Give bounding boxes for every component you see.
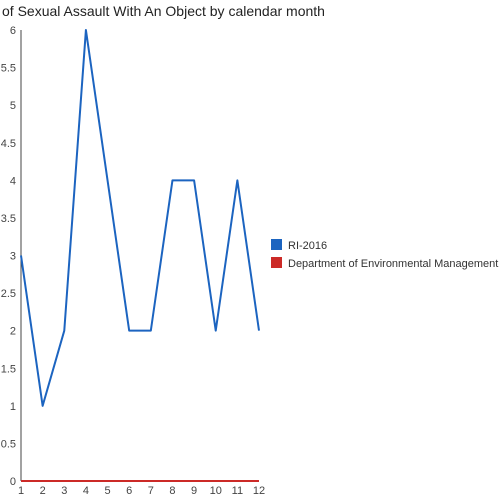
data-point: [63, 480, 65, 482]
data-point: [193, 179, 195, 181]
x-tick-label: 5: [104, 485, 110, 497]
y-axis-ticks: 0 0.5 1 1.5 2 2.5 3 3.5 4 4.5 5 5.5 6: [1, 25, 16, 488]
data-point: [236, 480, 238, 482]
data-point: [258, 480, 260, 482]
series-line-1: [20, 29, 260, 407]
y-tick-label: 1: [10, 401, 16, 413]
x-axis-ticks: 1 2 3 4 5 6 7 8 9 10 11 12: [18, 485, 265, 497]
chart-title: of Sexual Assault With An Object by cale…: [2, 3, 325, 19]
legend-swatch: [271, 239, 282, 250]
data-point: [193, 480, 195, 482]
data-point: [20, 480, 22, 482]
data-point: [85, 29, 87, 31]
data-point: [20, 255, 22, 257]
data-point: [128, 330, 130, 332]
y-tick-label: 0.5: [1, 438, 16, 450]
data-point: [258, 330, 260, 332]
legend-swatch: [271, 257, 282, 268]
legend-label: Department of Environmental Management: [288, 258, 498, 270]
x-tick-label: 10: [210, 485, 222, 497]
x-tick-label: 12: [253, 485, 265, 497]
series-lines: [20, 29, 260, 482]
y-tick-label: 3.5: [1, 213, 16, 225]
x-tick-label: 11: [232, 485, 243, 497]
y-tick-label: 5.5: [1, 63, 16, 75]
data-point: [42, 480, 44, 482]
y-tick-label: 0: [10, 476, 16, 488]
x-tick-label: 8: [169, 485, 175, 497]
data-point: [215, 330, 217, 332]
y-tick-label: 6: [10, 25, 16, 37]
x-tick-label: 7: [148, 485, 154, 497]
data-point: [236, 179, 238, 181]
x-tick-label: 6: [126, 485, 132, 497]
y-tick-label: 5: [10, 100, 16, 112]
y-tick-label: 2: [10, 326, 16, 338]
data-point: [85, 480, 87, 482]
y-tick-label: 4: [10, 175, 16, 187]
data-point: [150, 480, 152, 482]
x-tick-label: 4: [83, 485, 89, 497]
data-point: [150, 330, 152, 332]
x-tick-label: 1: [18, 485, 24, 497]
legend: RI-2016 Department of Environmental Manag…: [271, 239, 498, 270]
legend-label: RI-2016: [288, 240, 327, 252]
data-point: [107, 480, 109, 482]
x-tick-label: 3: [61, 485, 67, 497]
y-tick-label: 3: [10, 251, 16, 263]
x-tick-label: 9: [191, 485, 197, 497]
data-point: [42, 405, 44, 407]
data-point: [107, 179, 109, 181]
y-tick-label: 1.5: [1, 363, 16, 375]
data-point: [215, 480, 217, 482]
data-point: [171, 480, 173, 482]
data-point: [171, 179, 173, 181]
data-point: [128, 480, 130, 482]
y-tick-label: 4.5: [1, 138, 16, 150]
data-point: [63, 330, 65, 332]
x-tick-label: 2: [40, 485, 46, 497]
y-tick-label: 2.5: [1, 288, 16, 300]
